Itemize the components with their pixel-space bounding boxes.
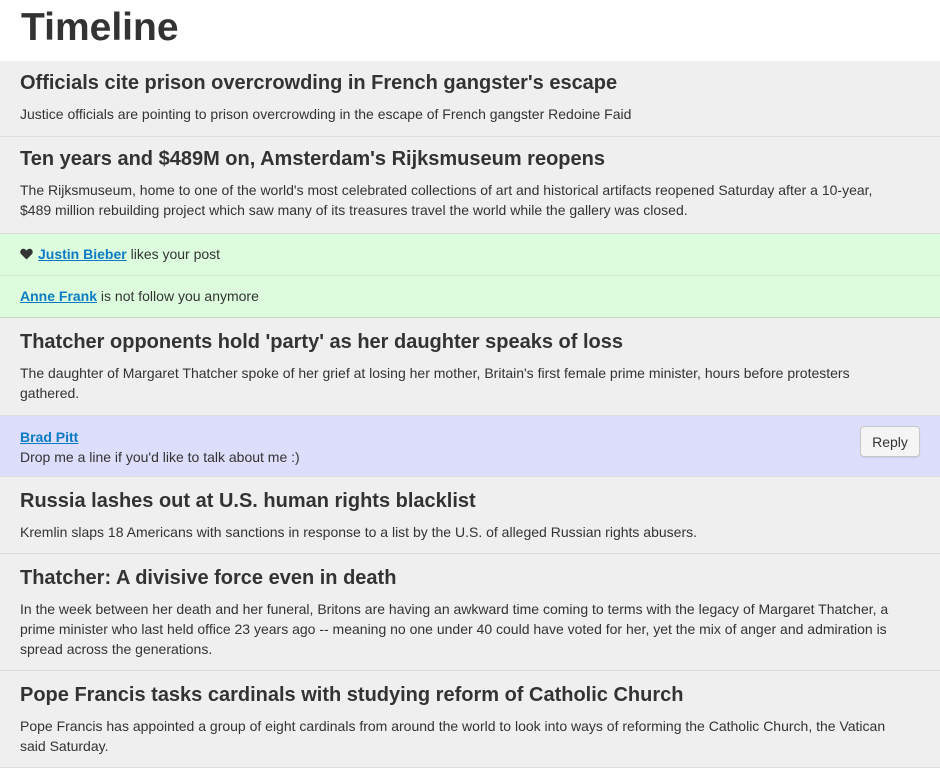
story-body-line: In the week between her death and her fu… bbox=[20, 601, 889, 617]
timeline: Officials cite prison overcrowding in Fr… bbox=[0, 61, 940, 768]
notification-like: Justin Bieber likes your post bbox=[0, 234, 940, 276]
notification-text: likes your post bbox=[126, 246, 221, 262]
story-body: In the week between her death and her fu… bbox=[20, 599, 920, 659]
reply-button[interactable]: Reply bbox=[860, 426, 920, 457]
story-title: Thatcher: A divisive force even in death bbox=[20, 567, 397, 589]
story-body-line: The Rijksmuseum, home to one of the worl… bbox=[20, 182, 873, 198]
story-title: Pope Francis tasks cardinals with studyi… bbox=[20, 684, 684, 706]
story-item: Ten years and $489M on, Amsterdam's Rijk… bbox=[0, 137, 940, 234]
story-title: Russia lashes out at U.S. human rights b… bbox=[20, 490, 476, 512]
story-body: Justice officials are pointing to prison… bbox=[20, 106, 632, 122]
story-title: Thatcher opponents hold 'party' as her d… bbox=[20, 331, 623, 353]
user-link-justin-bieber[interactable]: Justin Bieber bbox=[38, 246, 127, 262]
story-item: Thatcher: A divisive force even in death… bbox=[0, 554, 940, 671]
story-item: Russia lashes out at U.S. human rights b… bbox=[0, 477, 940, 554]
story-body-line: prime minister who last held office 23 y… bbox=[20, 621, 887, 637]
story-body-line: Pope Francis has appointed a group of ei… bbox=[20, 718, 886, 734]
story-body-line: said Saturday. bbox=[20, 738, 109, 754]
user-link-brad-pitt[interactable]: Brad Pitt bbox=[20, 429, 79, 445]
notification-text: is not follow you anymore bbox=[97, 288, 259, 304]
story-body: The Rijksmuseum, home to one of the worl… bbox=[20, 180, 920, 220]
story-body-line: spread across the generations. bbox=[20, 641, 213, 657]
story-body-line: $489 million rebuilding project which sa… bbox=[20, 202, 688, 218]
story-body: Pope Francis has appointed a group of ei… bbox=[20, 716, 920, 756]
story-body: Kremlin slaps 18 Americans with sanction… bbox=[20, 524, 697, 540]
page-title: Timeline bbox=[21, 6, 179, 49]
story-body-line: gathered. bbox=[20, 385, 80, 401]
story-item: Thatcher opponents hold 'party' as her d… bbox=[0, 318, 940, 416]
story-item: Pope Francis tasks cardinals with studyi… bbox=[0, 671, 940, 768]
story-body-line: The daughter of Margaret Thatcher spoke … bbox=[20, 365, 850, 381]
notification-unfollow: Anne Frank is not follow you anymore bbox=[0, 276, 940, 318]
story-title: Ten years and $489M on, Amsterdam's Rijk… bbox=[20, 148, 605, 170]
message-text: Drop me a line if you'd like to talk abo… bbox=[20, 449, 300, 465]
heart-icon bbox=[20, 245, 33, 265]
story-body: The daughter of Margaret Thatcher spoke … bbox=[20, 363, 920, 403]
user-link-anne-frank[interactable]: Anne Frank bbox=[20, 288, 98, 304]
story-title: Officials cite prison overcrowding in Fr… bbox=[20, 72, 618, 94]
message-item: Brad Pitt Drop me a line if you'd like t… bbox=[0, 416, 940, 477]
story-item: Officials cite prison overcrowding in Fr… bbox=[0, 61, 940, 137]
